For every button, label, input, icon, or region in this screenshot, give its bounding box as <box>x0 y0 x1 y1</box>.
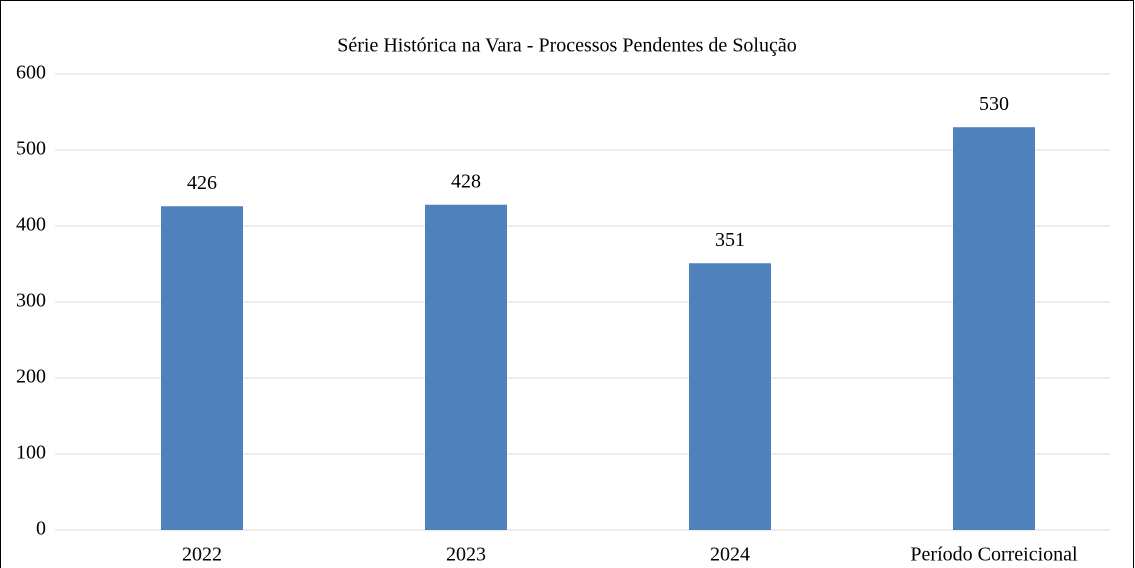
y-tick-label: 300 <box>16 290 46 312</box>
y-tick-label: 200 <box>16 366 46 388</box>
bar <box>953 127 1035 530</box>
data-label: 530 <box>979 93 1009 115</box>
data-label: 428 <box>451 170 481 192</box>
y-tick-label: 600 <box>16 62 46 84</box>
chart-title: Série Histórica na Vara - Processos Pend… <box>337 35 797 57</box>
y-tick-label: 400 <box>16 214 46 236</box>
data-label: 426 <box>187 172 217 194</box>
data-label: 351 <box>715 229 745 251</box>
y-tick-label: 0 <box>36 518 46 540</box>
x-tick-label: 2024 <box>710 544 750 566</box>
x-tick-label: Período Correicional <box>910 544 1078 566</box>
bar <box>689 263 771 530</box>
bar <box>161 206 243 531</box>
bar <box>425 204 507 530</box>
x-tick-label: 2022 <box>182 544 222 566</box>
y-tick-label: 100 <box>16 442 46 464</box>
x-tick-label: 2023 <box>446 544 486 566</box>
y-tick-label: 500 <box>16 138 46 160</box>
